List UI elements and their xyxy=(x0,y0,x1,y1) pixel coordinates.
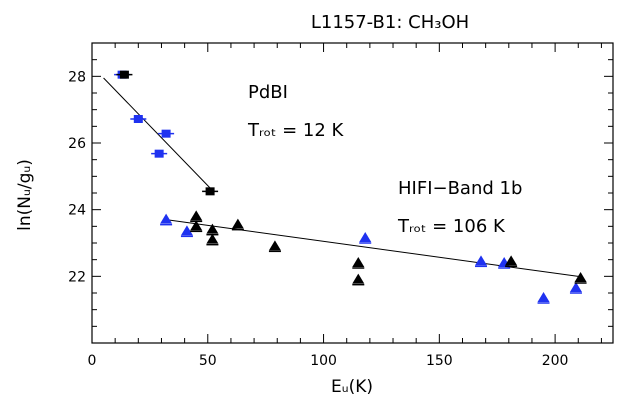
x-tick-label: 50 xyxy=(199,353,217,369)
triangle-point xyxy=(160,213,173,224)
fit-label-pdbi: PdBI xyxy=(248,82,288,103)
square-point xyxy=(133,115,143,123)
triangle-point xyxy=(569,282,582,292)
triangle-point xyxy=(537,292,550,302)
fit-trot-hifi: Tᵣₒₜ = 106 K xyxy=(397,216,506,237)
square-point xyxy=(205,187,215,196)
triangle-point xyxy=(505,255,518,266)
x-axis-label: Eᵤ(K) xyxy=(331,377,373,397)
triangle-point xyxy=(574,272,587,282)
fit-label-hifi: HIFI−Band 1b xyxy=(398,178,522,199)
triangle-point xyxy=(231,218,244,229)
triangle-point xyxy=(190,220,203,231)
triangle-point xyxy=(190,210,203,221)
x-tick-label: 100 xyxy=(310,353,337,369)
triangle-point xyxy=(206,223,219,234)
square-point xyxy=(154,149,164,158)
x-tick-label: 200 xyxy=(542,353,569,369)
x-tick-label: 0 xyxy=(88,353,97,369)
x-axis: 0 50 100 150 200 xyxy=(88,43,602,369)
fit-line xyxy=(103,77,211,189)
y-axis: 22 24 26 28 xyxy=(68,42,613,327)
triangle-point xyxy=(352,257,365,267)
data-points xyxy=(114,70,587,304)
triangle-point xyxy=(475,255,488,266)
triangle-point xyxy=(359,232,372,242)
x-tick-label: 150 xyxy=(426,353,453,369)
y-axis-label: ln(Nᵤ/gᵤ) xyxy=(15,159,35,231)
triangle-point xyxy=(352,273,365,284)
plot-frame xyxy=(91,42,614,344)
triangle-point xyxy=(180,225,193,236)
y-tick-label: 22 xyxy=(68,269,86,285)
square-point xyxy=(161,129,171,138)
fit-trot-pdbi: Tᵣₒₜ = 12 K xyxy=(247,120,345,141)
y-tick-label: 28 xyxy=(68,69,86,85)
chart-title: L1157-B1: CH₃OH xyxy=(311,12,469,33)
triangle-point xyxy=(206,233,219,244)
fit-line xyxy=(166,219,583,278)
y-tick-label: 26 xyxy=(68,136,86,152)
y-tick-label: 24 xyxy=(68,203,86,219)
square-point xyxy=(119,70,129,79)
triangle-point xyxy=(268,240,281,251)
